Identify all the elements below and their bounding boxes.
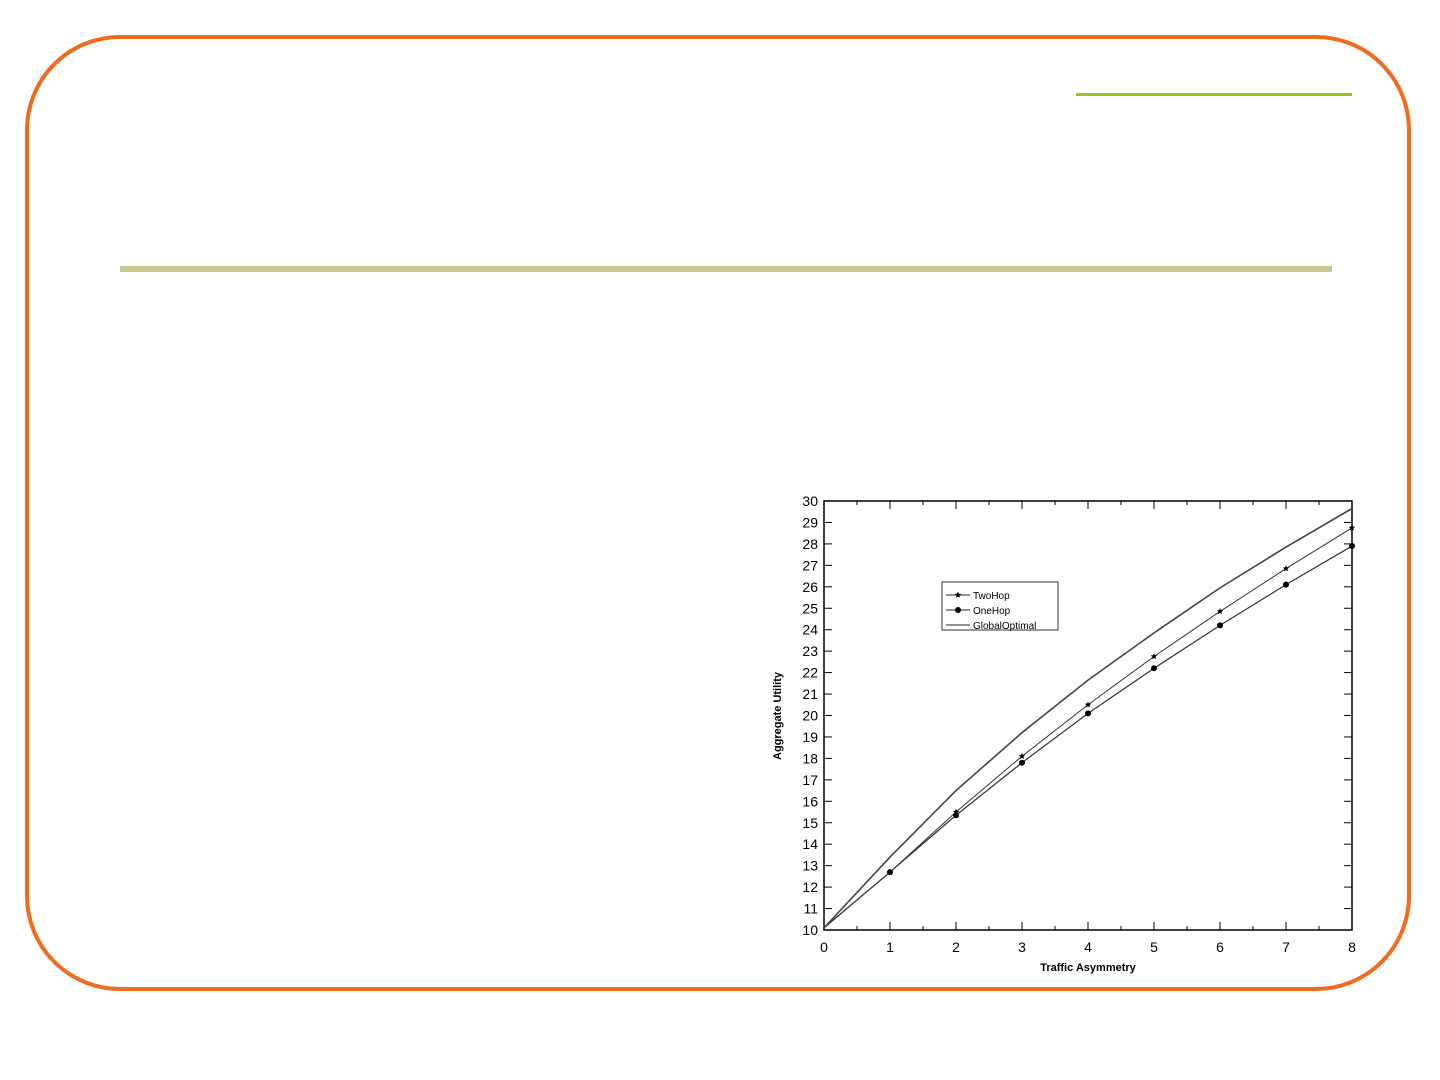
y-tick-label: 27 bbox=[802, 557, 818, 573]
y-tick-label: 24 bbox=[802, 622, 818, 638]
point-twohop bbox=[1348, 524, 1356, 531]
point-onehop bbox=[1085, 710, 1091, 717]
y-tick-label: 26 bbox=[802, 579, 818, 595]
legend-marker-onehop bbox=[955, 607, 961, 613]
y-tick-label: 16 bbox=[802, 793, 818, 809]
y-tick-label: 19 bbox=[802, 729, 818, 745]
y-axis-label: Aggregate Utility bbox=[772, 671, 784, 760]
y-tick-label: 28 bbox=[802, 536, 818, 552]
point-onehop bbox=[1217, 622, 1223, 629]
series-line-globaloptimal bbox=[823, 507, 1353, 929]
y-tick-label: 25 bbox=[802, 600, 818, 616]
x-tick-label: 8 bbox=[1348, 939, 1356, 955]
x-tick-label: 0 bbox=[820, 939, 828, 955]
y-tick-label: 21 bbox=[802, 686, 818, 702]
point-twohop bbox=[1150, 653, 1158, 660]
x-tick-label: 3 bbox=[1018, 939, 1026, 955]
legend-marker-twohop bbox=[954, 591, 962, 598]
series-line-twohop bbox=[823, 527, 1353, 929]
x-tick-label: 1 bbox=[886, 939, 894, 955]
x-tick-label: 5 bbox=[1150, 939, 1158, 955]
point-twohop bbox=[1084, 701, 1092, 708]
point-twohop bbox=[1282, 565, 1290, 572]
point-twohop bbox=[1216, 608, 1224, 615]
legend-label-twohop: TwoHop bbox=[973, 591, 1010, 602]
series-line-onehop bbox=[823, 545, 1353, 929]
y-tick-label: 20 bbox=[802, 708, 818, 724]
x-tick-label: 4 bbox=[1084, 939, 1092, 955]
point-onehop bbox=[1283, 581, 1289, 588]
point-onehop bbox=[953, 812, 959, 819]
x-tick-label: 2 bbox=[952, 939, 960, 955]
y-tick-label: 22 bbox=[802, 665, 818, 681]
title-divider bbox=[120, 266, 1332, 272]
y-tick-label: 12 bbox=[802, 879, 818, 895]
axis-ticks bbox=[823, 500, 1353, 931]
legend-label-onehop: OneHop bbox=[973, 606, 1011, 617]
slide-frame bbox=[25, 35, 1411, 991]
x-tick-label: 6 bbox=[1216, 939, 1224, 955]
accent-line bbox=[1076, 93, 1352, 96]
y-tick-label: 11 bbox=[803, 901, 818, 917]
x-tick-labels: 0 1 2 3 4 5 6 7 8 bbox=[820, 939, 1356, 955]
y-tick-labels: 10 11 12 13 14 15 16 17 18 19 20 21 22 23 24 25 26 27 28 29… bbox=[802, 493, 818, 938]
y-tick-label: 30 bbox=[802, 493, 818, 509]
x-axis-label: Traffic Asymmetry bbox=[1040, 962, 1136, 974]
y-tick-label: 15 bbox=[802, 815, 818, 831]
y-tick-label: 29 bbox=[802, 514, 818, 530]
y-tick-label: 10 bbox=[802, 922, 818, 938]
point-onehop bbox=[887, 869, 893, 876]
x-tick-label: 7 bbox=[1282, 939, 1290, 955]
point-onehop bbox=[1019, 759, 1025, 766]
point-onehop bbox=[1349, 543, 1355, 550]
legend-box bbox=[941, 581, 1059, 631]
y-tick-label: 13 bbox=[802, 858, 818, 874]
legend-label-globaloptimal: GlobalOptimal bbox=[973, 621, 1036, 632]
legend: TwoHop OneHop GlobalOptimal bbox=[941, 581, 1059, 632]
y-tick-label: 17 bbox=[802, 772, 818, 788]
data-series bbox=[823, 507, 1356, 929]
y-tick-label: 23 bbox=[802, 643, 818, 659]
y-tick-label: 14 bbox=[802, 836, 818, 852]
y-tick-label: 18 bbox=[802, 750, 818, 766]
point-onehop bbox=[1151, 665, 1157, 672]
point-twohop bbox=[1018, 752, 1026, 760]
